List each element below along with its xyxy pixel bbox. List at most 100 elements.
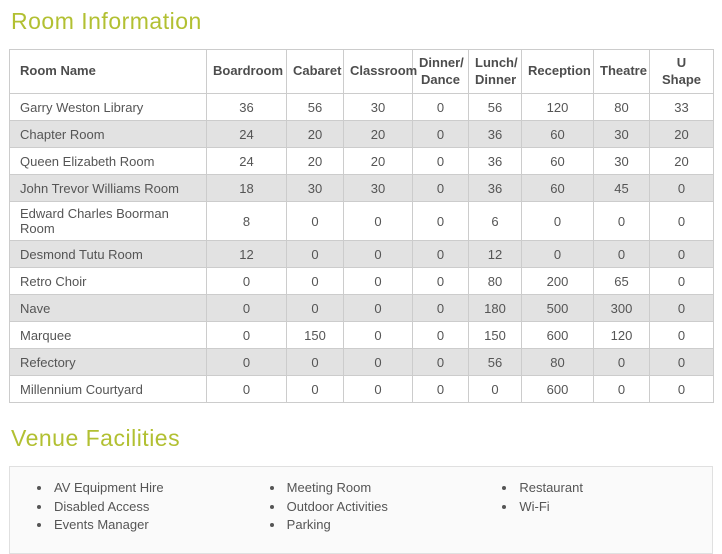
capacity-cell: 0	[649, 174, 714, 202]
capacity-cell: 0	[343, 240, 413, 268]
capacity-cell: 0	[649, 267, 714, 295]
capacity-cell: 0	[286, 201, 344, 241]
facility-item: Restaurant	[517, 479, 712, 498]
column-header-reception: Reception	[521, 49, 594, 94]
capacity-cell: 12	[468, 240, 522, 268]
capacity-cell: 120	[593, 321, 650, 349]
capacity-cell: 0	[468, 375, 522, 403]
capacity-cell: 0	[412, 294, 469, 322]
column-header-theatre: Theatre	[593, 49, 650, 94]
capacity-cell: 60	[521, 147, 594, 175]
capacity-cell: 0	[412, 174, 469, 202]
capacity-cell: 0	[286, 267, 344, 295]
capacity-cell: 0	[649, 321, 714, 349]
room-name-cell: John Trevor Williams Room	[9, 174, 207, 202]
capacity-cell: 0	[343, 348, 413, 376]
table-row: Desmond Tutu Room 12 0 0 0 12 0 0 0	[9, 240, 714, 268]
capacity-cell: 180	[468, 294, 522, 322]
capacity-cell: 30	[593, 120, 650, 148]
capacity-cell: 0	[206, 375, 287, 403]
room-information-title: Room Information	[11, 8, 202, 34]
room-information-table: Room Name Boardroom Cabaret Classroom Di…	[9, 49, 714, 403]
capacity-cell: 0	[649, 375, 714, 403]
table-row: Marquee 0 150 0 0 150 600 120 0	[9, 321, 714, 349]
table-row: Refectory 0 0 0 0 56 80 0 0	[9, 348, 714, 376]
facilities-column: RestaurantWi-Fi	[479, 479, 712, 553]
capacity-cell: 36	[206, 93, 287, 121]
capacity-cell: 0	[206, 267, 287, 295]
capacity-cell: 0	[412, 375, 469, 403]
capacity-cell: 0	[412, 201, 469, 241]
capacity-cell: 60	[521, 120, 594, 148]
capacity-cell: 20	[286, 147, 344, 175]
capacity-cell: 36	[468, 174, 522, 202]
table-row: Chapter Room 24 20 20 0 36 60 30 20	[9, 120, 714, 148]
capacity-cell: 6	[468, 201, 522, 241]
capacity-cell: 120	[521, 93, 594, 121]
capacity-cell: 0	[412, 93, 469, 121]
facility-item: Wi-Fi	[517, 498, 712, 517]
venue-facilities-title: Venue Facilities	[11, 425, 181, 451]
capacity-cell: 0	[593, 240, 650, 268]
column-header-u-shape: U Shape	[649, 49, 714, 94]
room-name-cell: Chapter Room	[9, 120, 207, 148]
capacity-cell: 56	[286, 93, 344, 121]
table-row: Garry Weston Library 36 56 30 0 56 120 80 33	[9, 93, 714, 121]
capacity-cell: 8	[206, 201, 287, 241]
room-name-cell: Garry Weston Library	[9, 93, 207, 121]
capacity-cell: 0	[593, 348, 650, 376]
capacity-cell: 150	[468, 321, 522, 349]
capacity-cell: 30	[593, 147, 650, 175]
capacity-cell: 0	[206, 321, 287, 349]
capacity-cell: 30	[343, 93, 413, 121]
column-header-classroom: Classroom	[343, 49, 417, 94]
capacity-cell: 12	[206, 240, 287, 268]
room-name-cell: Desmond Tutu Room	[9, 240, 207, 268]
capacity-cell: 60	[521, 174, 594, 202]
room-table-body: Garry Weston Library 36 56 30 0 56 120 80 33 Chap…	[9, 93, 714, 403]
capacity-cell: 0	[206, 348, 287, 376]
column-header-dinner-dance: Dinner/ Dance	[412, 49, 469, 94]
facility-item: Parking	[285, 516, 480, 535]
facilities-column: Meeting RoomOutdoor ActivitiesParking	[247, 479, 480, 553]
capacity-cell: 0	[412, 240, 469, 268]
capacity-cell: 30	[286, 174, 344, 202]
capacity-cell: 600	[521, 321, 594, 349]
capacity-cell: 45	[593, 174, 650, 202]
table-row: Retro Choir 0 0 0 0 80 200 65 0	[9, 267, 714, 295]
capacity-cell: 30	[343, 174, 413, 202]
capacity-cell: 56	[468, 93, 522, 121]
table-row: John Trevor Williams Room 18 30 30 0 36 60 45 0	[9, 174, 714, 202]
capacity-cell: 65	[593, 267, 650, 295]
room-name-cell: Queen Elizabeth Room	[9, 147, 207, 175]
facility-item: Events Manager	[52, 516, 247, 535]
capacity-cell: 20	[649, 120, 714, 148]
capacity-cell: 300	[593, 294, 650, 322]
capacity-cell: 0	[593, 201, 650, 241]
table-row: Millennium Courtyard 0 0 0 0 0 600 0 0	[9, 375, 714, 403]
capacity-cell: 20	[343, 120, 413, 148]
room-name-cell: Millennium Courtyard	[9, 375, 207, 403]
capacity-cell: 600	[521, 375, 594, 403]
facility-item: Disabled Access	[52, 498, 247, 517]
capacity-cell: 0	[649, 201, 714, 241]
capacity-cell: 0	[343, 321, 413, 349]
column-header-cabaret: Cabaret	[286, 49, 344, 94]
facility-item: AV Equipment Hire	[52, 479, 247, 498]
capacity-cell: 0	[412, 348, 469, 376]
capacity-cell: 0	[412, 120, 469, 148]
capacity-cell: 0	[286, 348, 344, 376]
capacity-cell: 0	[649, 240, 714, 268]
capacity-cell: 0	[593, 375, 650, 403]
capacity-cell: 0	[412, 321, 469, 349]
capacity-cell: 36	[468, 120, 522, 148]
capacity-cell: 0	[521, 240, 594, 268]
facilities-box: AV Equipment HireDisabled AccessEvents M…	[9, 466, 713, 554]
capacity-cell: 20	[286, 120, 344, 148]
facility-item: Outdoor Activities	[285, 498, 480, 517]
capacity-cell: 80	[468, 267, 522, 295]
capacity-cell: 0	[343, 267, 413, 295]
capacity-cell: 80	[593, 93, 650, 121]
room-name-cell: Edward Charles Boorman Room	[9, 201, 207, 241]
